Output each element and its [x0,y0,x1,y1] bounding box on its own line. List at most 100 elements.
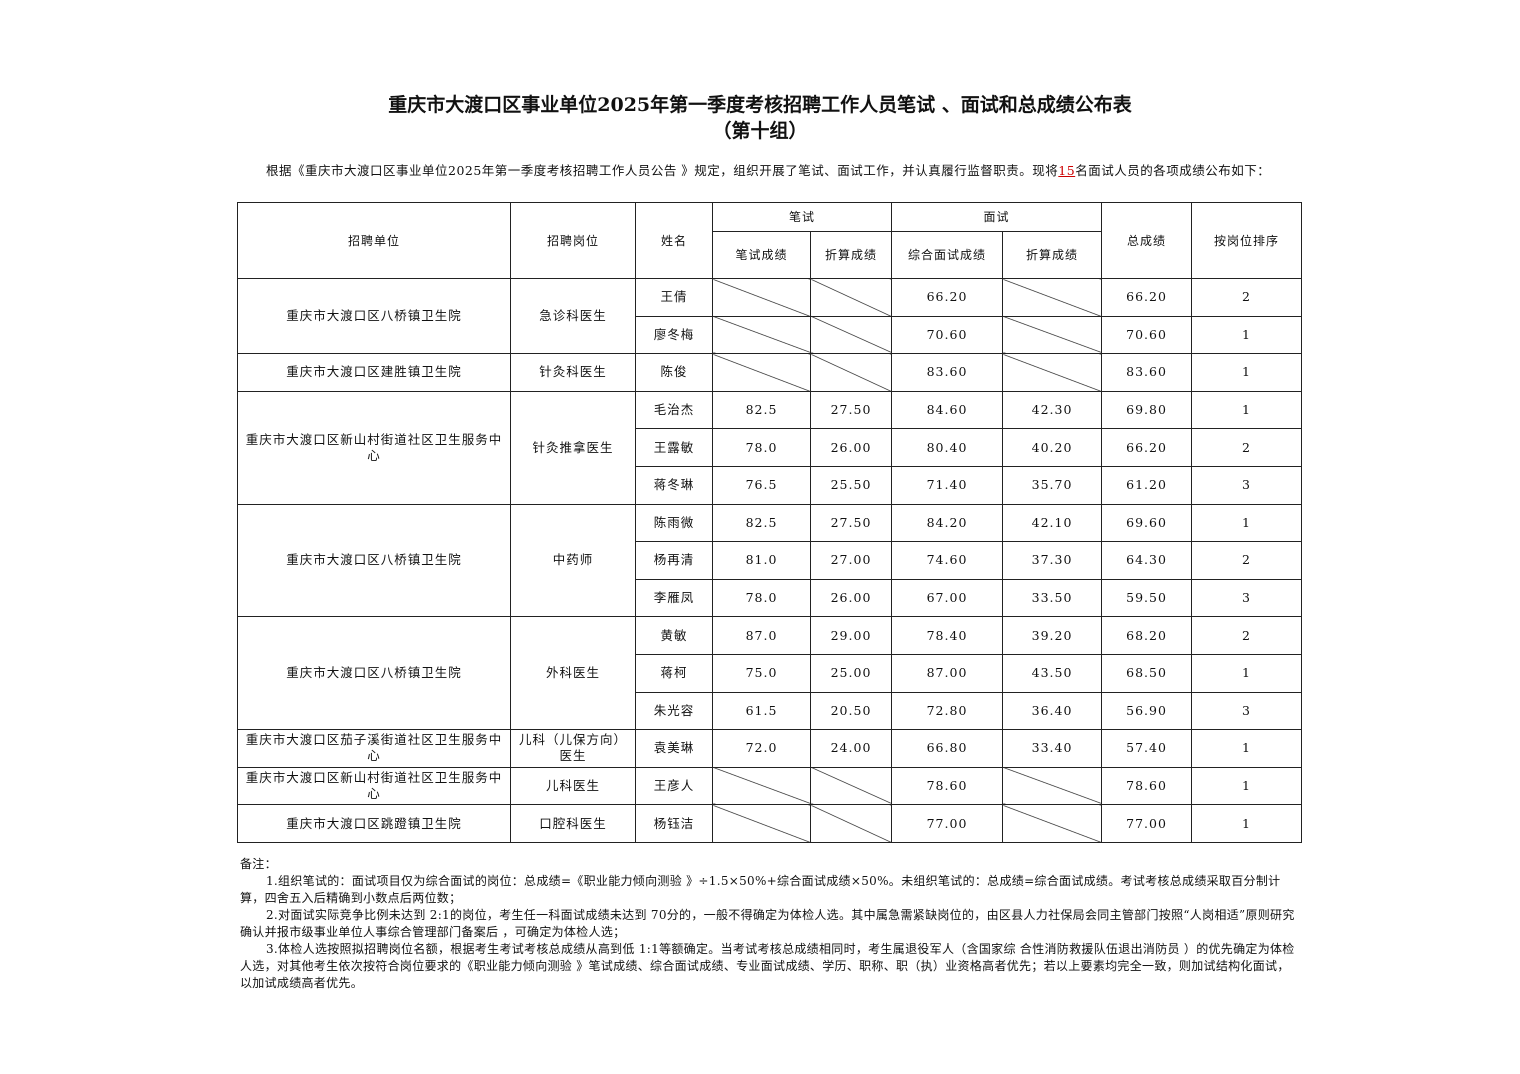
name-cell: 杨钰洁 [635,804,713,843]
rank-cell: 2 [1191,541,1303,580]
table-row: 重庆市大渡口区建胜镇卫生院 针灸科医生 陈俊 83.60 83.60 1 [237,353,1303,392]
interview-score-cell: 77.00 [891,804,1004,843]
interview-converted-cell: 37.30 [1002,541,1103,580]
written-score-cell: 61.5 [712,691,811,731]
position-cell: 针灸推拿医生 [510,390,636,505]
written-converted-cell: 27.50 [809,390,893,430]
rank-cell: 1 [1191,766,1303,806]
rank-cell: 1 [1191,503,1303,543]
interview-score-cell: 83.60 [891,353,1004,392]
interview-score-cell: 70.60 [891,315,1004,355]
written-score-cell: 82.5 [712,503,811,543]
title-line: 重庆市大渡口区事业单位2025年第一季度考核招聘工作人员笔试 、面试和总成绩公布… [388,94,1132,116]
interview-converted-cell: 36.40 [1002,691,1103,731]
position-cell: 外科医生 [510,616,636,731]
intro-text: 根据《重庆市大渡口区事业单位2025年第一季度考核招聘工作人员公告 》规定，组织… [266,163,1059,178]
rank-cell: 2 [1191,616,1303,655]
interview-score-cell: 84.60 [891,390,1004,430]
table-row: 重庆市大渡口区新山村街道社区卫生服务中心 针灸推拿医生 毛治杰 82.5 27.50 84… [237,390,1303,505]
name-cell: 杨再清 [635,541,713,580]
notes-label: 备注： [240,857,277,871]
written-converted-cell: 25.00 [809,653,893,693]
interview-score-cell: 72.80 [891,691,1004,731]
unit-cell: 重庆市大渡口区茄子溪街道社区卫生服务中心 [237,729,511,768]
interview-converted-cell: 43.50 [1002,653,1103,693]
header-total: 总成绩 [1101,202,1193,279]
header-interview-converted: 折算成绩 [1002,231,1103,279]
table-row: 重庆市大渡口区八桥镇卫生院 急诊科医生 王倩 66.20 66.20 2 [237,277,1303,355]
interview-score-cell: 78.40 [891,616,1004,655]
interview-score-cell: 67.00 [891,578,1004,618]
document-title: 重庆市大渡口区事业单位2025年第一季度考核招聘工作人员笔试 、面试和总成绩公布… [0,92,1520,144]
total-score-cell: 57.40 [1101,729,1193,768]
total-score-cell: 59.50 [1101,578,1193,618]
rank-cell: 1 [1191,315,1303,355]
interview-converted-cell: 40.20 [1002,428,1103,467]
rank-cell: 1 [1191,729,1303,768]
written-score-cell-empty [712,278,811,317]
interview-score-cell: 71.40 [891,465,1004,505]
written-converted-cell: 20.50 [809,691,893,731]
table-row: 重庆市大渡口区新山村街道社区卫生服务中心 儿科医生 王彦人 78.60 78.60 1 [237,766,1303,806]
rank-cell: 2 [1191,428,1303,467]
table-row: 廖冬梅 70.60 70.60 1 [238,315,1303,355]
written-score-cell: 78.0 [712,578,811,618]
total-score-cell: 69.60 [1101,503,1193,543]
rank-cell: 3 [1191,465,1303,505]
note-item: 2.对面试实际竞争比例未达到 2:1的岗位，考生任一科面试成绩未达到 70分的，… [240,908,1295,939]
table-row: 重庆市大渡口区八桥镇卫生院 外科医生 黄敏 87.0 29.00 78.40 39.20 68… [237,616,1303,731]
interview-converted-cell-empty [1002,804,1103,843]
unit-cell: 重庆市大渡口区八桥镇卫生院 [237,503,511,618]
name-cell: 王露敏 [635,428,713,467]
table-row: 杨再清 81.0 27.00 74.60 37.30 64.30 2 [238,541,1303,580]
name-cell: 王倩 [635,278,713,317]
written-converted-cell: 26.00 [809,578,893,618]
written-converted-cell-empty [809,766,893,806]
name-cell: 李雁凤 [635,578,713,618]
name-cell: 陈俊 [635,353,713,392]
written-converted-cell: 27.50 [809,503,893,543]
interview-converted-cell: 42.10 [1002,503,1103,543]
score-table: 招聘单位 招聘岗位 姓名 笔试 面试 总成绩 按岗位排序 笔试成绩 折算成绩 综… [237,202,1303,843]
interview-converted-cell-empty [1002,315,1103,355]
header-interview: 面试 [891,202,1103,232]
written-converted-cell-empty [809,804,893,843]
total-score-cell: 68.50 [1101,653,1193,693]
name-cell: 毛治杰 [635,390,713,430]
written-score-cell: 75.0 [712,653,811,693]
position-cell: 儿科医生 [510,766,636,806]
total-score-cell: 64.30 [1101,541,1193,580]
header-interview-score: 综合面试成绩 [891,231,1004,279]
candidate-count: 15 [1058,163,1076,178]
interview-score-cell: 66.20 [891,278,1004,317]
rank-cell: 1 [1191,390,1303,430]
total-score-cell: 77.00 [1101,804,1193,843]
header-written-score: 笔试成绩 [712,231,811,279]
total-score-cell: 70.60 [1101,315,1193,355]
rank-cell: 3 [1191,691,1303,731]
rank-cell: 3 [1191,578,1303,618]
name-cell: 袁美琳 [635,729,713,768]
rank-cell: 1 [1191,804,1303,843]
interview-converted-cell: 33.40 [1002,729,1103,768]
name-cell: 蒋冬琳 [635,465,713,505]
unit-cell: 重庆市大渡口区建胜镇卫生院 [237,353,511,392]
written-score-cell-empty [712,315,811,355]
interview-converted-cell: 35.70 [1002,465,1103,505]
rank-cell: 1 [1191,653,1303,693]
unit-cell: 重庆市大渡口区八桥镇卫生院 [237,277,511,355]
name-cell: 黄敏 [635,616,713,655]
written-converted-cell-empty [809,278,893,317]
note-item: 1.组织笔试的：面试项目仅为综合面试的岗位：总成绩=《职业能力倾向测验 》÷1.… [240,874,1281,905]
written-score-cell-empty [712,353,811,392]
header-unit: 招聘单位 [237,202,511,279]
table-row: 重庆市大渡口区茄子溪街道社区卫生服务中心 儿科（儿保方向）医生 袁美琳 72.0 24.… [237,729,1303,768]
name-cell: 蒋柯 [635,653,713,693]
interview-converted-cell: 39.20 [1002,616,1103,655]
total-score-cell: 61.20 [1101,465,1193,505]
written-converted-cell: 29.00 [809,616,893,655]
unit-cell: 重庆市大渡口区跳蹬镇卫生院 [237,804,511,843]
written-converted-cell: 27.00 [809,541,893,580]
written-converted-cell: 25.50 [809,465,893,505]
interview-score-cell: 66.80 [891,729,1004,768]
